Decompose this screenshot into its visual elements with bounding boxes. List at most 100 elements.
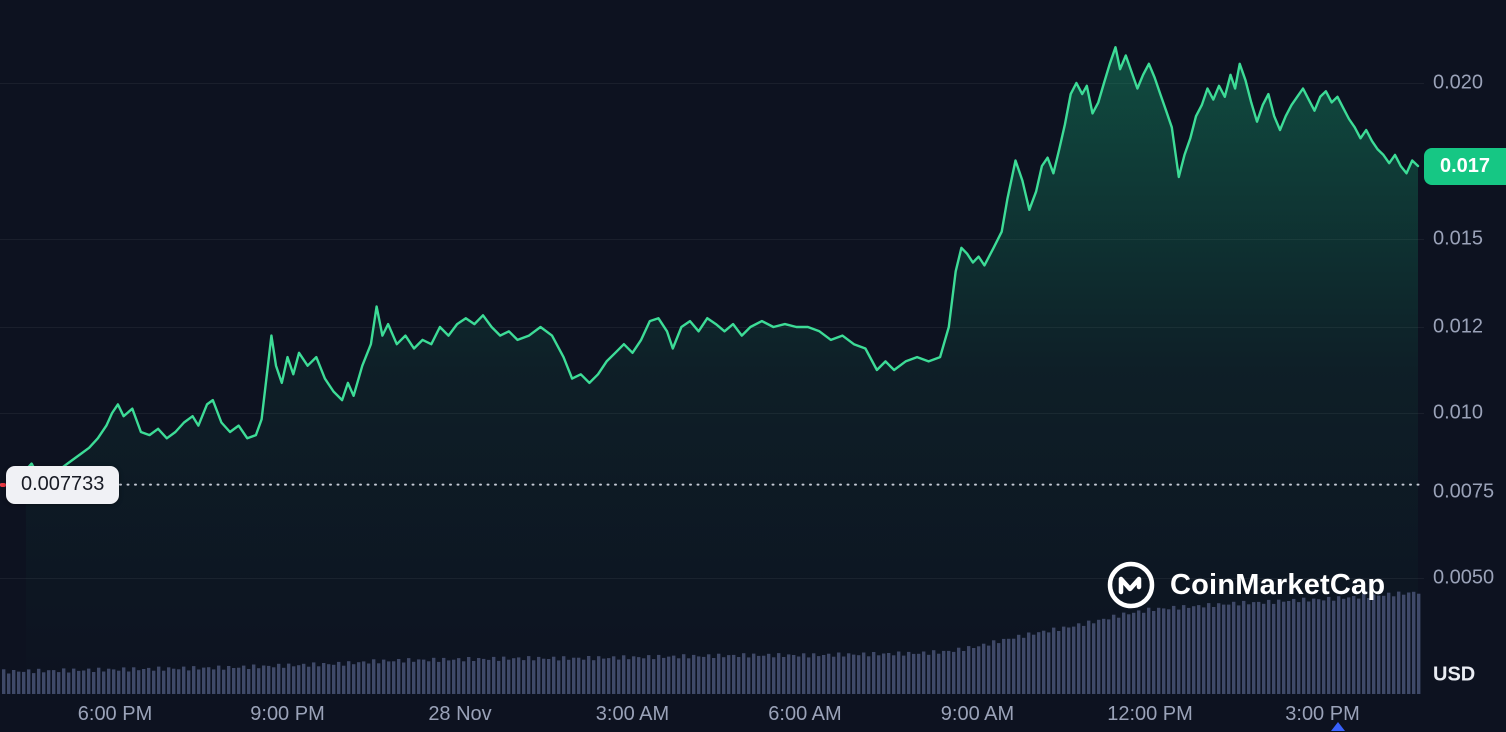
- volume-bar: [42, 672, 46, 694]
- volume-bar: [1317, 599, 1321, 694]
- volume-bar: [182, 666, 186, 694]
- volume-bar: [217, 665, 221, 694]
- volume-bar: [1347, 597, 1351, 694]
- volume-bar: [327, 664, 331, 694]
- volume-bar: [1047, 632, 1051, 694]
- volume-bar: [1182, 605, 1186, 694]
- x-axis-label: 6:00 AM: [768, 703, 842, 725]
- volume-bar: [187, 670, 191, 694]
- volume-bar: [132, 667, 136, 694]
- volume-bar: [437, 661, 441, 694]
- volume-bar: [82, 670, 86, 694]
- volume-bar: [1122, 612, 1126, 694]
- volume-bar: [917, 653, 921, 694]
- volume-bar: [167, 667, 171, 694]
- volume-bar: [62, 668, 66, 694]
- volume-bar: [1332, 600, 1336, 694]
- volume-bar: [1027, 632, 1031, 694]
- x-axis-label: 3:00 AM: [595, 703, 670, 725]
- volume-bar: [1177, 609, 1181, 694]
- volume-bar: [947, 650, 951, 694]
- volume-bar: [512, 658, 516, 694]
- volume-bar: [852, 654, 856, 694]
- volume-bar: [1277, 599, 1281, 694]
- volume-bar: [752, 653, 756, 694]
- volume-bar: [1217, 603, 1221, 694]
- volume-bar: [52, 670, 56, 694]
- volume-bar: [1262, 603, 1266, 694]
- volume-bar: [1272, 603, 1276, 694]
- volume-bar: [197, 669, 201, 694]
- volume-bar: [937, 653, 941, 694]
- volume-bar: [582, 659, 586, 694]
- volume-bar: [1077, 623, 1081, 694]
- volume-bar: [882, 653, 886, 694]
- volume-bar: [602, 658, 606, 694]
- volume-bar: [157, 666, 161, 694]
- volume-bar: [352, 664, 356, 694]
- volume-bar: [912, 653, 916, 694]
- x-axis-label: 3:00 PM: [1285, 703, 1360, 725]
- volume-bar: [1212, 607, 1216, 694]
- volume-bar: [1167, 609, 1171, 694]
- volume-bar: [762, 655, 766, 694]
- volume-bar: [382, 659, 386, 694]
- volume-bar: [252, 664, 256, 694]
- volume-bar: [467, 657, 471, 694]
- volume-bar: [1352, 596, 1356, 694]
- volume-bar: [112, 669, 116, 694]
- volume-bar: [957, 647, 961, 694]
- volume-bar: [1257, 601, 1261, 694]
- y-axis-label: 0.010: [1433, 401, 1484, 424]
- volume-bar: [682, 654, 686, 694]
- volume-bar: [222, 669, 226, 694]
- volume-bar: [102, 671, 106, 694]
- volume-bar: [492, 656, 496, 694]
- x-axis-label: 12:00 PM: [1107, 703, 1193, 725]
- volume-bar: [1107, 619, 1111, 694]
- volume-bar: [522, 660, 526, 694]
- volume-bar: [982, 643, 986, 694]
- volume-bar: [902, 655, 906, 694]
- volume-bar: [262, 665, 266, 694]
- volume-bar: [377, 663, 381, 694]
- volume-bar: [397, 659, 401, 694]
- volume-bar: [1342, 598, 1346, 694]
- volume-bar: [137, 670, 141, 694]
- volume-bar: [1052, 627, 1056, 694]
- volume-bar: [547, 659, 551, 694]
- volume-bar: [1322, 600, 1326, 694]
- volume-bar: [622, 655, 626, 694]
- volume-bar: [942, 650, 946, 694]
- volume-bar: [732, 654, 736, 694]
- volume-bar: [257, 668, 261, 694]
- volume-bar: [642, 658, 646, 694]
- volume-bar: [212, 669, 216, 694]
- volume-bar: [712, 658, 716, 694]
- x-axis-label: 9:00 AM: [940, 703, 1015, 725]
- volume-bar: [1412, 591, 1416, 694]
- volume-bar: [837, 652, 841, 694]
- volume-bar: [1157, 607, 1161, 694]
- volume-bar: [302, 663, 306, 694]
- volume-bar: [857, 655, 861, 694]
- volume-bar: [692, 654, 696, 694]
- volume-bar: [97, 667, 101, 694]
- volume-bar: [2, 669, 6, 694]
- volume-bar: [1127, 614, 1131, 694]
- volume-bar: [1242, 600, 1246, 694]
- volume-bar: [1092, 623, 1096, 694]
- volume-bar: [887, 653, 891, 694]
- volume-bar: [272, 667, 276, 694]
- volume-bar: [1002, 638, 1006, 694]
- volume-bar: [27, 669, 31, 694]
- volume-bar: [1192, 606, 1196, 694]
- volume-bar: [1087, 620, 1091, 694]
- volume-bar: [922, 651, 926, 694]
- volume-bar: [722, 657, 726, 694]
- volume-bar: [172, 668, 176, 694]
- volume-bar: [767, 653, 771, 694]
- volume-bar: [1067, 627, 1071, 694]
